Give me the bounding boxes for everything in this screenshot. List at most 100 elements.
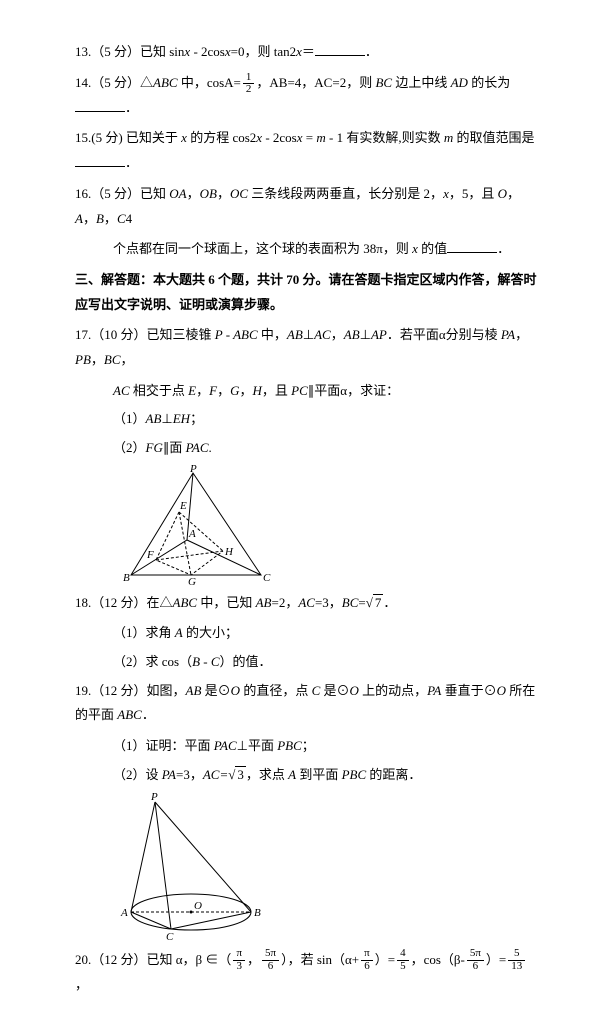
question-15: 15.(5 分) 已知关于 x 的方程 cos2x - 2cosx = m - … xyxy=(75,126,540,175)
q14-ad: AD xyxy=(451,75,468,90)
label-e: E xyxy=(179,500,187,512)
q17-perp2: ⊥ xyxy=(360,327,371,342)
q20-f6d: 13 xyxy=(508,961,525,973)
label-h: H xyxy=(224,546,234,558)
q20-f1: π3 xyxy=(233,948,245,972)
q17-m2: ．若平面α分别与棱 xyxy=(387,327,501,342)
question-19-sub1: （1）证明：平面 PAC⊥平面 PBC； xyxy=(75,734,540,759)
label-p: P xyxy=(189,465,197,475)
q17-perp1: ⊥ xyxy=(303,327,314,342)
q16-l2b: 的值 xyxy=(418,241,447,256)
q18-e3: = xyxy=(358,595,365,610)
q18-s2b: B - C xyxy=(192,654,219,669)
label-c2: C xyxy=(166,931,174,942)
q19-p: 19.（12 分）如图， xyxy=(75,683,186,698)
q13-eq: ＝ xyxy=(302,44,315,59)
q15-m4: - 1 有实数解,则实数 xyxy=(326,130,444,145)
q16-m2: ，5，且 xyxy=(449,186,498,201)
question-20: 20.（12 分）已知 α，β ∈（π3，5π6），若 sin（α+π6）=45… xyxy=(75,948,540,998)
q19-s2i: 的距离． xyxy=(366,767,421,782)
q16-period: ． xyxy=(497,241,510,256)
question-18-sub2: （2）求 cos（B - C）的值． xyxy=(75,650,540,675)
q13-blank xyxy=(315,42,365,56)
q17-ap: AP xyxy=(371,327,387,342)
q15-p: 15.(5 分) 已知关于 xyxy=(75,130,181,145)
q15-m2b: m xyxy=(444,130,453,145)
q19-s2d: AC= xyxy=(203,767,228,782)
label-b: B xyxy=(123,572,130,584)
q19-s2g: 到平面 xyxy=(296,767,342,782)
q20-f1n: π xyxy=(233,948,245,961)
q19-s1a: （1）证明：平面 xyxy=(113,738,214,753)
q19-s2f: A xyxy=(288,767,296,782)
q19-pa: PA xyxy=(427,683,441,698)
q17-h: H xyxy=(252,383,261,398)
q20-p: 20.（12 分）已知 α，β ∈（ xyxy=(75,952,231,967)
q20-f2: 5π6 xyxy=(262,948,279,972)
question-19: 19.（12 分）如图，AB 是⊙O 的直径，点 C 是⊙O 上的动点，PA 垂… xyxy=(75,679,540,728)
q16-c5: ， xyxy=(104,211,117,226)
q16-c3: ， xyxy=(507,186,520,201)
q17-s1e: ； xyxy=(190,411,203,426)
q14-blank xyxy=(75,98,125,112)
q19-s2h: PBC xyxy=(342,767,367,782)
q18-m1: 中，已知 xyxy=(197,595,256,610)
q20-m3: ，cos（β- xyxy=(411,952,465,967)
q19-c: C xyxy=(312,683,321,698)
q18-ac: AC xyxy=(298,595,315,610)
q15-blank xyxy=(75,153,125,167)
q14-m3: 边上中线 xyxy=(392,75,451,90)
q19-s1b: PAC xyxy=(214,738,237,753)
q18-rad: 7 xyxy=(373,594,384,610)
q14-abc: ABC xyxy=(153,75,178,90)
question-13: 13.（5 分）已知 sinx - 2cosx=0，则 tan2x＝． xyxy=(75,40,540,65)
q20-f5d: 6 xyxy=(467,961,484,973)
q16-a: A xyxy=(75,211,83,226)
question-18-sub1: （1）求角 A 的大小； xyxy=(75,621,540,646)
q17-s2d: PAC xyxy=(186,440,209,455)
question-17: 17.（10 分）已知三棱锥 P - ABC 中，AB⊥AC，AB⊥AP．若平面… xyxy=(75,323,540,372)
q17-pabc: P - ABC xyxy=(215,327,258,342)
q14-cos: cosA= xyxy=(207,75,241,90)
q15-m1: 的方程 cos2 xyxy=(187,130,256,145)
q20-f5: 5π6 xyxy=(467,948,484,972)
q17-c5: ， xyxy=(196,383,209,398)
q20-f3d: 6 xyxy=(361,961,373,973)
q17-s2c: ∥面 xyxy=(163,440,186,455)
q19-rad: 3 xyxy=(235,766,246,782)
q19-s2c: =3， xyxy=(176,767,203,782)
q18-s1: （1）求角 xyxy=(113,625,175,640)
q17-c1: ， xyxy=(331,327,344,342)
question-17-sub1: （1）AB⊥EH； xyxy=(75,407,540,432)
q15-m: m xyxy=(316,130,325,145)
q17-c7: ， xyxy=(239,383,252,398)
q14-p: 14.（5 分）△ xyxy=(75,75,153,90)
q19-s1d: PBC xyxy=(277,738,302,753)
q16-c: C xyxy=(117,211,126,226)
q16-b: B xyxy=(96,211,104,226)
q16-blank xyxy=(447,239,497,253)
q17-l2c: ，且 xyxy=(262,383,291,398)
q19-m3: 是⊙ xyxy=(320,683,349,698)
label-o2: O xyxy=(194,900,202,912)
q20-f3n: π xyxy=(361,948,373,961)
q16-o: O xyxy=(498,186,507,201)
q14-m2: ，AB=4，AC=2，则 xyxy=(256,75,375,90)
q19-s2b: PA xyxy=(162,767,176,782)
question-19-sub2: （2）设 PA=3，AC=3，求点 A 到平面 PBC 的距离． xyxy=(75,763,540,788)
q17-l2a: AC xyxy=(113,383,130,398)
q19-sqrt: 3 xyxy=(228,763,246,788)
q17-ab1: AB xyxy=(287,327,303,342)
q14-m4: 的长为 xyxy=(468,75,510,90)
q19-o2: O xyxy=(350,683,359,698)
q17-s2a: （2） xyxy=(113,440,146,455)
q16-c4: ， xyxy=(83,211,96,226)
q14-den: 2 xyxy=(243,84,255,96)
q16-oc: OC xyxy=(230,186,248,201)
q17-pa: PA xyxy=(501,327,515,342)
q20-f4: 45 xyxy=(397,948,409,972)
label-a: A xyxy=(188,528,196,540)
q14-m1: 中， xyxy=(178,75,207,90)
q19-s2a: （2）设 xyxy=(113,767,162,782)
section-3-title: 三、解答题：本大题共 6 个题，共计 70 分。请在答题卡指定区域内作答，解答时… xyxy=(75,268,540,317)
